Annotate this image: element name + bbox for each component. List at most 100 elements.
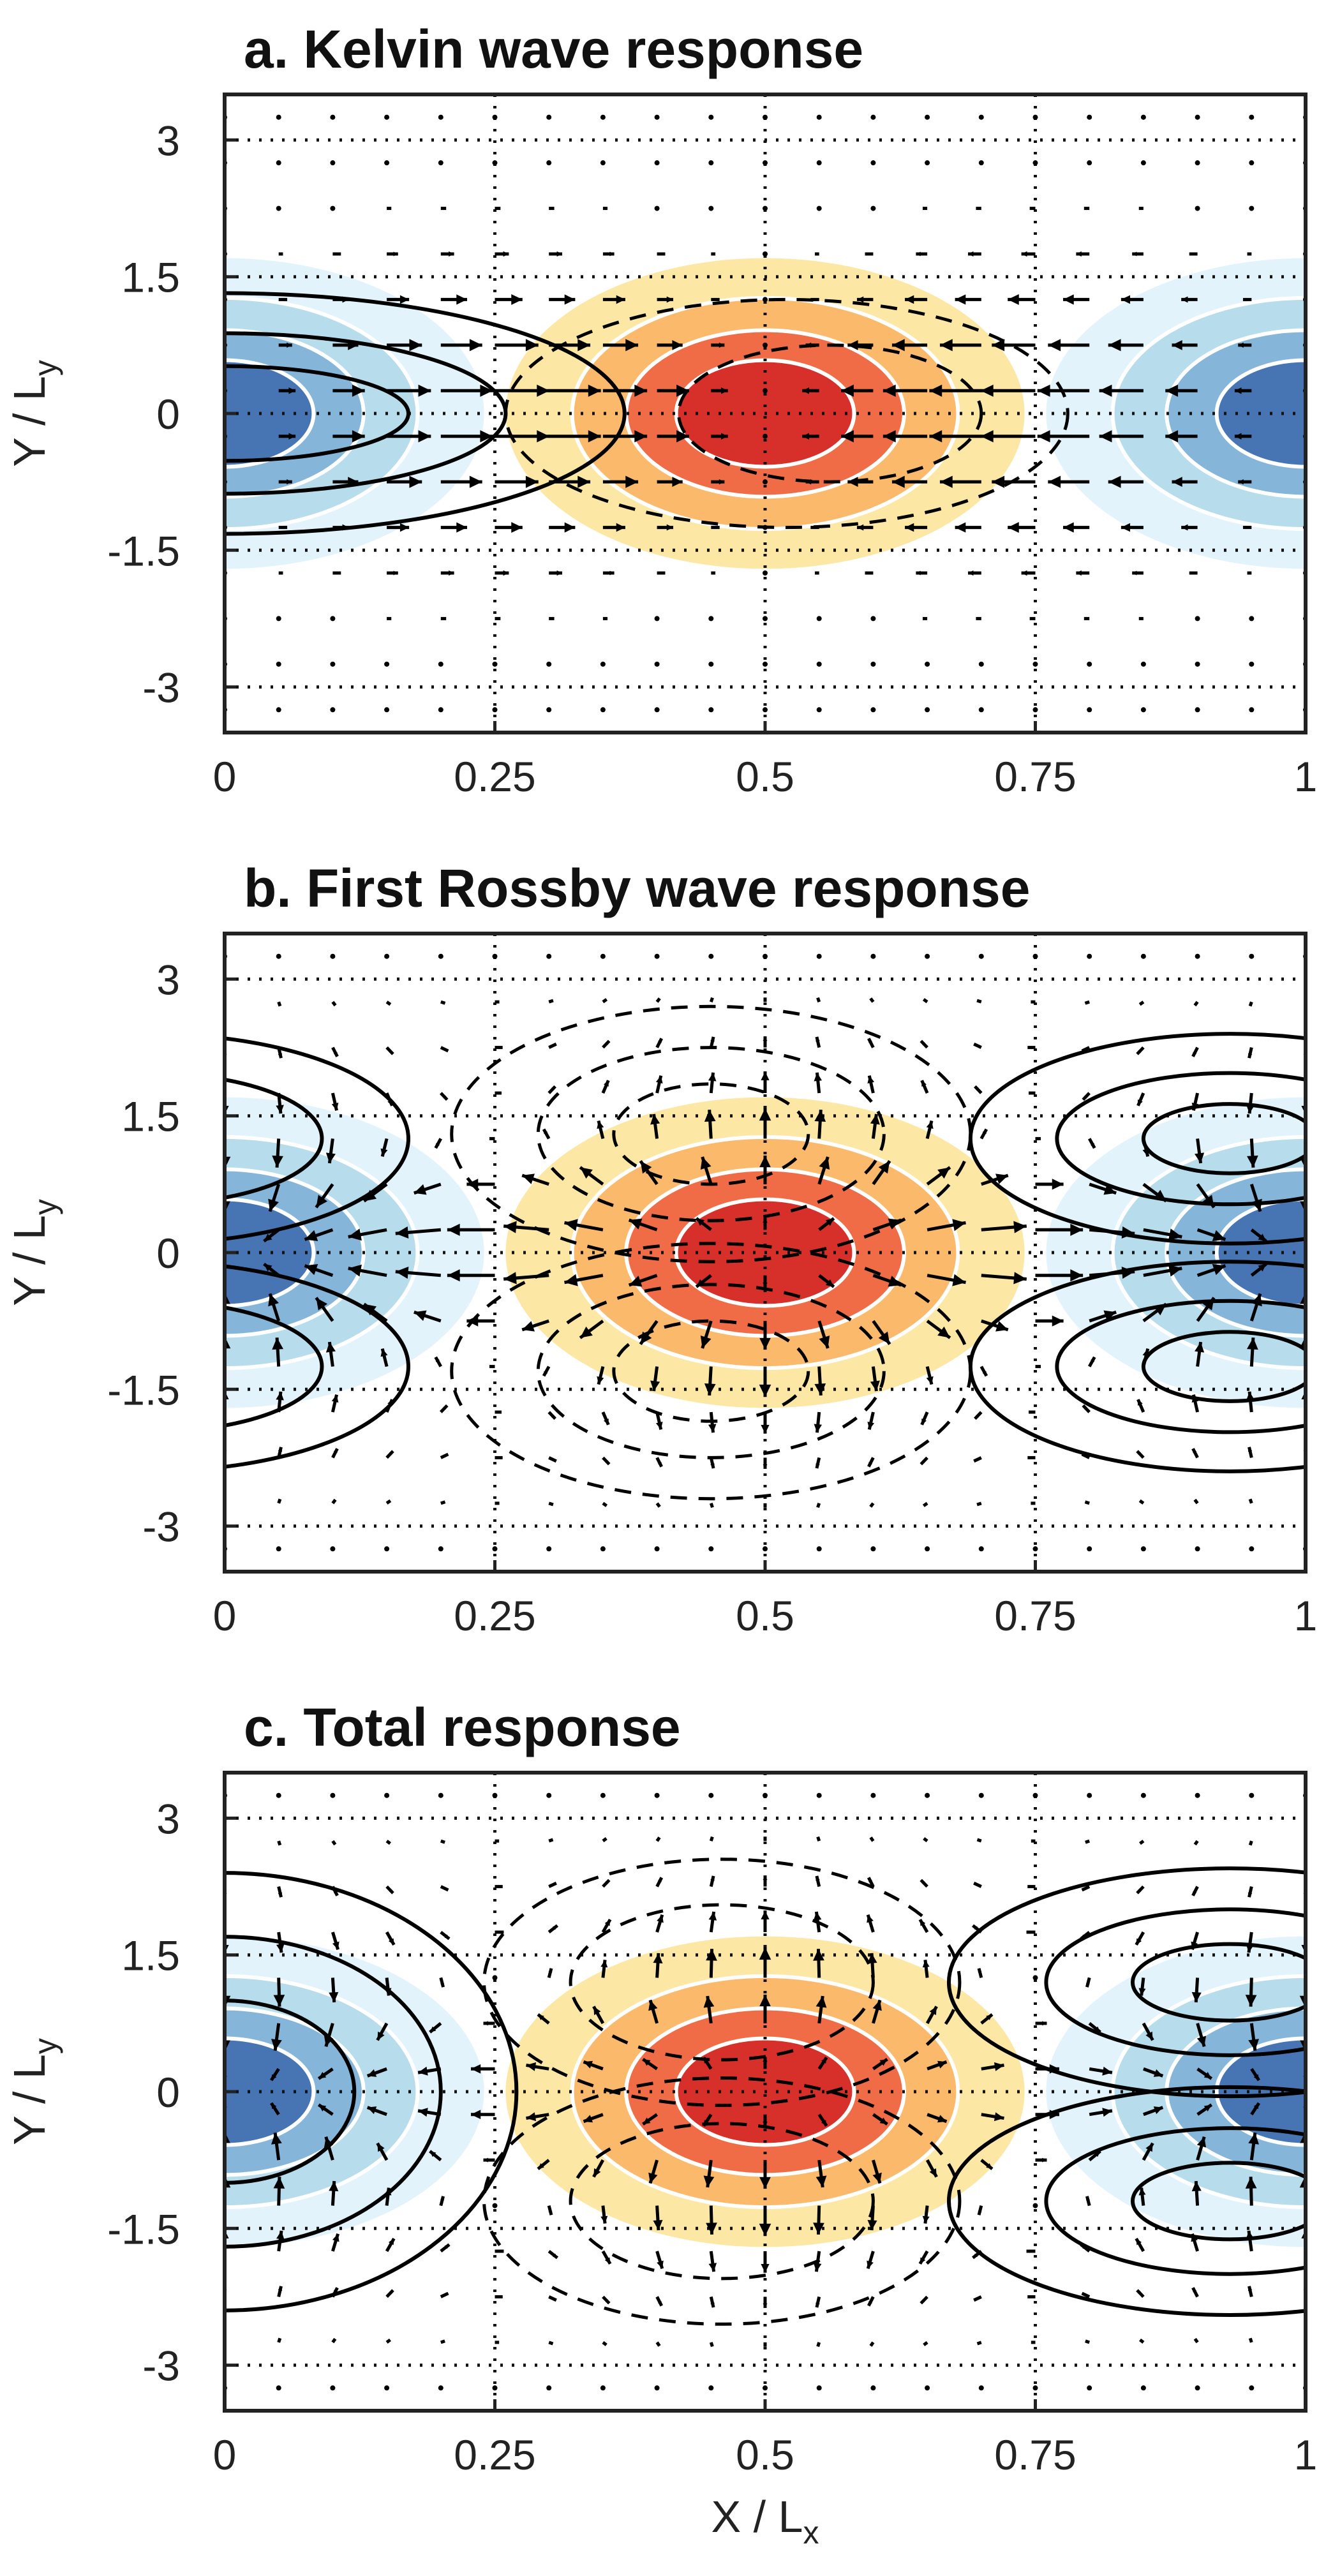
wind-vector-head [498, 1091, 502, 1095]
solid-contour [225, 1077, 324, 1200]
wind-vector [546, 753, 551, 758]
wind-vector [330, 953, 336, 959]
wind-vector-head [976, 207, 978, 210]
wind-vector-head [920, 1919, 926, 1926]
wind-vector-head [616, 523, 625, 532]
wind-vector-head [609, 570, 615, 576]
wind-vector-head [703, 2120, 709, 2126]
wind-vector-head [388, 2238, 394, 2245]
wind-vector [925, 2431, 930, 2436]
wind-vector [492, 2385, 498, 2391]
wind-vector [1249, 616, 1255, 622]
wind-vector-head [1026, 2249, 1031, 2253]
wind-vector-head [868, 1462, 872, 1467]
x-tick-label: 1 [1294, 1592, 1318, 1639]
wind-vector [492, 1975, 498, 1981]
wind-vector [1249, 753, 1254, 758]
solid-contour [225, 1871, 519, 2312]
wind-vector-head [1140, 1002, 1142, 1005]
wind-vector-head [926, 1376, 934, 1385]
wind-vector [1087, 661, 1092, 667]
wind-vector-head [440, 2196, 444, 2201]
wind-vector-head [1138, 618, 1141, 620]
wind-vector-head [522, 1321, 535, 1332]
wind-vector-head [583, 2115, 593, 2123]
wind-vector-head [655, 1422, 663, 1430]
wind-vector-head [1189, 252, 1193, 256]
wind-vector [763, 1792, 768, 1798]
wind-vector-head [625, 475, 639, 488]
wind-vector [546, 160, 552, 166]
wind-vector-head [551, 2342, 553, 2344]
plot-area [225, 94, 1306, 758]
wind-vector-head [905, 523, 914, 532]
wind-vector [600, 753, 606, 758]
wind-vector-head [333, 1052, 338, 1057]
wind-vector-head [551, 1000, 553, 1002]
wind-vector-head [348, 340, 359, 350]
wind-vector-head [816, 1875, 820, 1881]
wind-vector-head [388, 2339, 391, 2342]
wind-vector-head [272, 1155, 283, 1168]
wind-vector-head [817, 1836, 819, 1839]
solid-contour [1055, 1071, 1306, 1207]
wind-vector-head [802, 387, 809, 394]
x-tick-label: 1 [1294, 2431, 1318, 2478]
wind-vector-head [711, 1836, 713, 1839]
wind-vector-head [1138, 2187, 1146, 2196]
wind-vector-head [556, 251, 563, 257]
wind-vector-head [810, 525, 814, 530]
wind-vector-head [497, 1502, 500, 1505]
wind-vector [492, 661, 498, 667]
wind-vector-head [977, 1503, 980, 1505]
wind-vector-head [721, 387, 728, 394]
dashed-contour [569, 2122, 875, 2281]
wind-vector-head [1142, 1348, 1150, 1357]
wind-vector [870, 2385, 876, 2391]
wind-vector-head [1249, 1499, 1252, 1501]
wind-vector-head [444, 2244, 450, 2249]
y-tick-label: 3 [156, 956, 180, 1003]
wind-vector-head [888, 1276, 902, 1287]
wind-vector [330, 1546, 336, 1552]
wind-vector [654, 1792, 660, 1798]
wind-vector-head [399, 523, 410, 532]
wind-vector-head [548, 2210, 553, 2215]
wind-vector-head [1245, 2177, 1257, 2189]
wind-vector-head [1248, 2286, 1253, 2291]
wind-vector [600, 707, 606, 713]
wind-vector-head [1094, 2151, 1101, 2157]
wind-vector-head [856, 296, 864, 303]
wind-vector-head [553, 1044, 556, 1047]
wind-vector-head [974, 2297, 978, 2300]
wind-vector-head [763, 1464, 768, 1469]
wind-vector-head [986, 2163, 992, 2170]
wind-vector-head [497, 2341, 500, 2344]
wind-vector [870, 1546, 876, 1552]
wind-vector-head [604, 999, 607, 1001]
wind-vector-head [1165, 384, 1179, 397]
wind-vector [276, 1592, 281, 1597]
wind-vector [384, 953, 390, 959]
wind-vector-head [553, 2297, 556, 2300]
wind-vector-head [710, 2302, 715, 2308]
wind-vector-head [658, 1877, 662, 1882]
wind-vector [925, 1792, 930, 1798]
wind-vector [1249, 160, 1255, 166]
x-tick-label: 0.25 [454, 753, 535, 800]
wind-vector-head [316, 1195, 328, 1208]
wind-vector [1140, 2385, 1146, 2391]
wind-vector-head [577, 475, 591, 488]
wind-vector-head [992, 339, 1005, 352]
wind-vector-head [814, 253, 817, 255]
wind-vector [330, 753, 335, 758]
wind-vector-head [976, 617, 978, 620]
wind-vector [1032, 114, 1038, 120]
wind-vector-head [522, 1173, 535, 1184]
wind-vector-head [1121, 1266, 1135, 1279]
wind-vector [546, 1546, 552, 1552]
wind-vector-head [676, 384, 689, 397]
wind-vector-head [1248, 1892, 1253, 1898]
wind-vector-head [489, 1365, 492, 1368]
wind-vector-head [1189, 571, 1193, 575]
